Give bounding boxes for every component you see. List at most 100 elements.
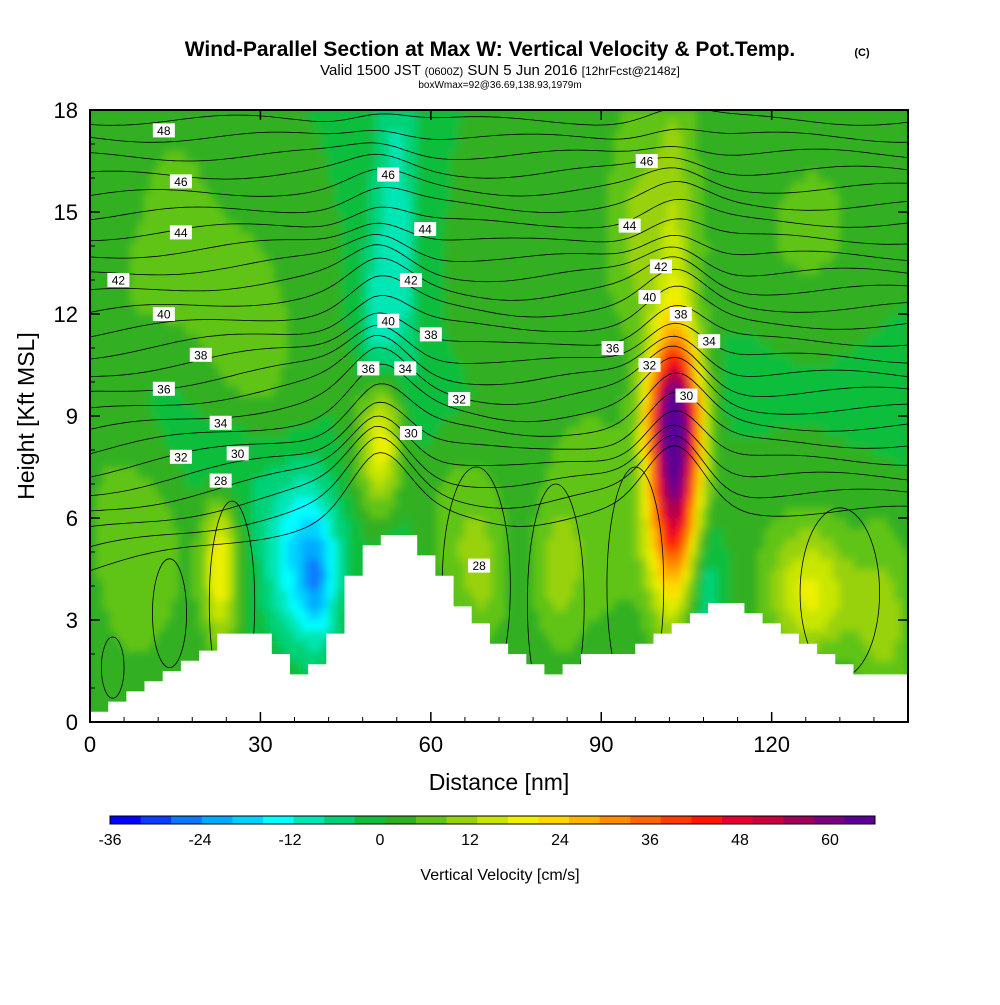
field-cell bbox=[273, 129, 282, 142]
field-cell bbox=[573, 588, 582, 601]
field-cell bbox=[566, 242, 575, 254]
field-cell bbox=[178, 201, 186, 213]
field-cell bbox=[443, 456, 452, 468]
field-cell bbox=[239, 282, 248, 295]
field-cell bbox=[396, 507, 405, 519]
field-cell bbox=[348, 242, 357, 254]
field-cell bbox=[621, 211, 630, 223]
field-cell bbox=[164, 364, 173, 376]
field-cell bbox=[348, 262, 357, 274]
field-cell bbox=[491, 272, 500, 284]
field-cell bbox=[300, 323, 309, 335]
field-cell bbox=[403, 262, 411, 274]
field-cell bbox=[450, 558, 459, 570]
field-cell bbox=[334, 558, 343, 570]
field-cell bbox=[518, 629, 527, 641]
field-cell bbox=[225, 588, 234, 601]
field-cell bbox=[144, 670, 152, 682]
field-cell bbox=[518, 364, 527, 376]
field-cell bbox=[593, 486, 602, 499]
field-cell bbox=[409, 150, 418, 162]
field-cell bbox=[164, 466, 173, 478]
field-cell bbox=[423, 140, 432, 152]
field-cell bbox=[573, 252, 582, 264]
field-cell bbox=[144, 405, 152, 417]
field-cell bbox=[505, 486, 514, 499]
field-cell bbox=[90, 303, 98, 315]
field-cell bbox=[430, 129, 439, 142]
field-cell bbox=[457, 364, 466, 376]
field-cell bbox=[171, 129, 180, 142]
field-cell bbox=[553, 497, 561, 509]
field-cell bbox=[553, 293, 561, 305]
field-cell bbox=[273, 323, 282, 335]
field-cell bbox=[375, 425, 384, 437]
field-cell bbox=[423, 211, 432, 223]
field-cell bbox=[559, 344, 568, 356]
field-cell bbox=[212, 497, 221, 509]
field-cell bbox=[525, 527, 534, 539]
field-cell bbox=[498, 303, 507, 315]
field-cell bbox=[90, 221, 98, 233]
field-cell bbox=[355, 150, 364, 162]
field-cell bbox=[478, 517, 486, 529]
field-cell bbox=[416, 252, 425, 264]
field-cell bbox=[341, 170, 350, 182]
field-cell bbox=[484, 170, 493, 182]
field-cell bbox=[416, 344, 425, 356]
field-cell bbox=[389, 497, 398, 509]
field-cell bbox=[416, 548, 425, 560]
field-cell bbox=[403, 201, 411, 213]
field-cell bbox=[368, 446, 377, 458]
field-cell bbox=[328, 466, 336, 478]
field-cell bbox=[130, 609, 139, 621]
field-cell bbox=[334, 537, 343, 550]
field-cell bbox=[614, 497, 623, 509]
field-cell bbox=[430, 384, 439, 397]
field-cell bbox=[525, 425, 534, 437]
field-cell bbox=[157, 231, 166, 244]
field-cell bbox=[382, 140, 391, 152]
field-cell bbox=[546, 303, 555, 315]
field-cell bbox=[116, 293, 125, 305]
field-cell bbox=[109, 588, 118, 601]
field-cell bbox=[198, 282, 207, 295]
field-cell bbox=[259, 435, 268, 448]
field-cell bbox=[648, 629, 657, 641]
field-cell bbox=[437, 415, 445, 427]
field-cell bbox=[532, 191, 541, 203]
field-cell bbox=[164, 588, 173, 601]
field-cell bbox=[457, 384, 466, 397]
field-cell bbox=[232, 466, 241, 478]
field-cell bbox=[341, 415, 350, 427]
field-cell bbox=[478, 282, 486, 295]
field-cell bbox=[212, 354, 221, 366]
field-cell bbox=[212, 140, 221, 152]
field-cell bbox=[559, 119, 568, 131]
field-cell bbox=[205, 119, 214, 131]
field-cell bbox=[430, 527, 439, 539]
field-cell bbox=[409, 374, 418, 386]
field-cell bbox=[423, 170, 432, 182]
field-cell bbox=[314, 252, 323, 264]
field-cell bbox=[150, 323, 159, 335]
field-cell bbox=[219, 558, 227, 570]
field-cell bbox=[389, 119, 398, 131]
field-cell bbox=[532, 170, 541, 182]
field-cell bbox=[266, 323, 275, 335]
field-cell bbox=[150, 344, 159, 356]
field-cell bbox=[355, 140, 364, 152]
field-cell bbox=[287, 486, 295, 499]
field-cell bbox=[123, 262, 132, 274]
field-cell bbox=[437, 221, 445, 233]
field-cell bbox=[273, 293, 282, 305]
field-cell bbox=[621, 231, 630, 244]
field-cell bbox=[280, 211, 289, 223]
field-cell bbox=[546, 405, 555, 417]
field-cell bbox=[294, 629, 302, 641]
field-cell bbox=[123, 425, 132, 437]
field-cell bbox=[634, 568, 643, 580]
field-cell bbox=[137, 639, 146, 652]
field-cell bbox=[512, 497, 520, 509]
field-cell bbox=[184, 293, 193, 305]
